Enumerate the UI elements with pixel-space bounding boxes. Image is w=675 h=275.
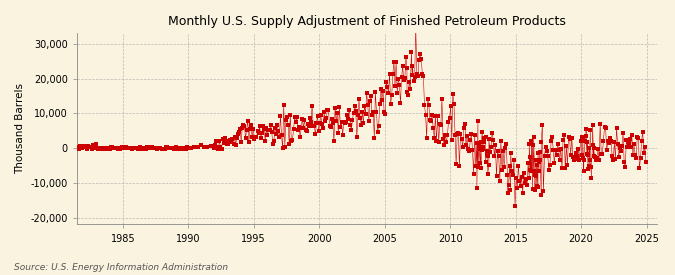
Text: Source: U.S. Energy Information Administration: Source: U.S. Energy Information Administ… [14,263,227,272]
Y-axis label: Thousand Barrels: Thousand Barrels [15,83,25,174]
Title: Monthly U.S. Supply Adjustment of Finished Petroleum Products: Monthly U.S. Supply Adjustment of Finish… [168,15,566,28]
